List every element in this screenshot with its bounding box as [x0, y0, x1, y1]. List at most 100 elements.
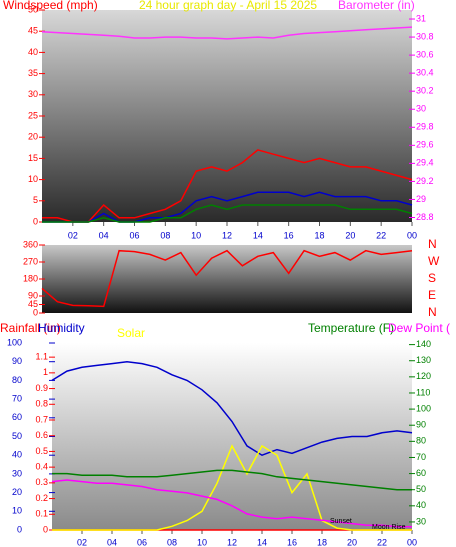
y-tick-label: 45 — [28, 26, 38, 36]
y-tick-label: 0 — [33, 216, 38, 226]
y-tick-label: 70 — [416, 452, 426, 462]
y-tick-label: 100 — [7, 337, 22, 347]
series-line — [52, 469, 412, 491]
x-tick-label: 06 — [137, 537, 147, 547]
y-tick-label: 25 — [28, 110, 38, 120]
y-tick-label: 30.2 — [416, 86, 434, 96]
y-tick-label: 0.6 — [35, 430, 48, 440]
annotation: Moon Rise — [372, 524, 406, 531]
x-tick-label: 00 — [407, 537, 417, 547]
y-tick-label: 40 — [28, 47, 38, 57]
y-tick-label: 30 — [12, 468, 22, 478]
compass-label: W — [428, 254, 440, 268]
x-tick-label: 02 — [68, 230, 78, 240]
x-tick-label: 20 — [345, 230, 355, 240]
series-label: Solar — [117, 326, 145, 340]
y-tick-label: 0.4 — [35, 462, 48, 472]
y-tick-label: 270 — [23, 256, 38, 266]
y-tick-label: 29 — [416, 194, 426, 204]
y-tick-label: 29.8 — [416, 122, 434, 132]
y-tick-label: 90 — [416, 420, 426, 430]
x-tick-label: 12 — [227, 537, 237, 547]
y-tick-label: 50 — [12, 431, 22, 441]
x-tick-label: 18 — [317, 537, 327, 547]
x-tick-label: 18 — [314, 230, 324, 240]
y-tick-label: 40 — [416, 500, 426, 510]
x-tick-label: 16 — [284, 230, 294, 240]
x-tick-label: 08 — [167, 537, 177, 547]
y-tick-label: 130 — [416, 355, 431, 365]
y-tick-label: 29.6 — [416, 140, 434, 150]
y-tick-label: 10 — [12, 506, 22, 516]
y-tick-label: 90 — [12, 356, 22, 366]
series-line — [51, 360, 413, 457]
y-tick-label: 90 — [28, 290, 38, 300]
series-line — [51, 479, 412, 528]
x-tick-label: 12 — [222, 230, 232, 240]
x-tick-label: 02 — [77, 537, 87, 547]
x-tick-label: 22 — [377, 537, 387, 547]
y-tick-label: 60 — [416, 468, 426, 478]
x-tick-label: 10 — [197, 537, 207, 547]
y-tick-label: 360 — [23, 239, 38, 249]
y-tick-label: 30.4 — [416, 68, 434, 78]
x-tick-label: 08 — [160, 230, 170, 240]
series-line — [41, 249, 413, 308]
series-label: Barometer (in) — [338, 0, 415, 12]
y-tick-label: 60 — [12, 412, 22, 422]
y-tick-label: 30.8 — [416, 31, 434, 41]
series-label: Humidity — [38, 321, 85, 335]
y-tick-label: 0.9 — [35, 383, 48, 393]
y-tick-label: 0.1 — [35, 509, 48, 519]
compass-label: E — [428, 288, 436, 302]
y-tick-label: 0.2 — [35, 493, 48, 503]
x-tick-label: 00 — [407, 230, 417, 240]
y-tick-label: 31 — [416, 13, 426, 23]
x-tick-label: 22 — [376, 230, 386, 240]
y-tick-label: 10 — [28, 174, 38, 184]
y-tick-label: 80 — [416, 436, 426, 446]
y-tick-label: 180 — [23, 273, 38, 283]
y-tick-label: 0 — [33, 307, 38, 317]
y-tick-label: 80 — [12, 375, 22, 385]
y-tick-label: 100 — [416, 403, 431, 413]
y-tick-label: 45 — [28, 299, 38, 309]
x-tick-label: 16 — [287, 537, 297, 547]
y-tick-label: 30 — [416, 104, 426, 114]
series-label: Dew Point ( — [388, 321, 450, 335]
y-tick-label: 120 — [416, 371, 431, 381]
series-label: Temperature (F) — [308, 321, 394, 335]
series-label: Windspeed (mph) — [3, 0, 98, 12]
compass-label: N — [428, 237, 437, 251]
series-line — [52, 444, 412, 531]
y-tick-label: 1 — [43, 367, 48, 377]
y-tick-label: 20 — [12, 487, 22, 497]
chart-title: 24 hour graph day - April 15 2025 — [139, 0, 317, 12]
y-tick-label: 29.2 — [416, 176, 434, 186]
y-tick-label: 29.4 — [416, 158, 434, 168]
x-tick-label: 06 — [129, 230, 139, 240]
y-tick-label: 30.6 — [416, 49, 434, 59]
x-tick-label: 04 — [107, 537, 117, 547]
plot-area — [42, 245, 412, 313]
y-tick-label: 30 — [28, 89, 38, 99]
series-line — [41, 26, 413, 40]
series-line — [42, 149, 413, 223]
y-tick-label: 5 — [33, 195, 38, 205]
y-tick-label: 50 — [416, 484, 426, 494]
y-tick-label: 30 — [416, 516, 426, 526]
y-tick-label: 40 — [12, 450, 22, 460]
y-tick-label: 0.3 — [35, 477, 48, 487]
series-line — [42, 204, 413, 223]
y-tick-label: 1.1 — [35, 352, 48, 362]
series-line — [42, 191, 413, 223]
y-tick-label: 140 — [416, 339, 431, 349]
y-tick-label: 50 — [28, 4, 38, 14]
x-tick-label: 04 — [99, 230, 109, 240]
plot-area — [42, 10, 412, 222]
x-tick-label: 14 — [253, 230, 263, 240]
y-tick-label: 0.7 — [35, 414, 48, 424]
compass-label: N — [428, 305, 437, 319]
y-tick-label: 20 — [28, 132, 38, 142]
